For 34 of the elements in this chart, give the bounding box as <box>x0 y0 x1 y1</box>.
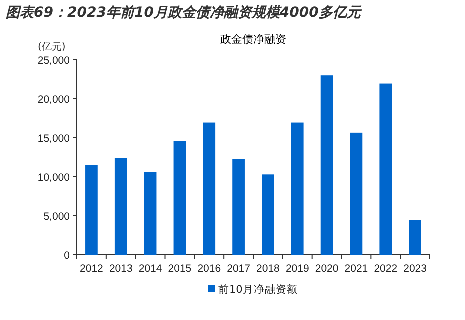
legend-label: 前10月净融资额 <box>218 283 298 296</box>
x-tick-label: 2021 <box>344 263 368 275</box>
x-tick-label: 2022 <box>374 263 398 275</box>
bar <box>350 132 363 255</box>
y-tick-label: 10,000 <box>38 172 70 184</box>
bar <box>320 76 334 255</box>
x-tick-label: 2018 <box>256 263 280 275</box>
y-tick-label: 15,000 <box>38 133 70 145</box>
bar <box>86 165 98 255</box>
x-tick-label: 2020 <box>315 263 339 275</box>
chart-subtitle: 政金债净融资 <box>220 33 286 46</box>
bar <box>144 172 157 255</box>
x-tick-label: 2012 <box>80 263 104 275</box>
y-tick-label: 0 <box>64 250 70 262</box>
bar <box>174 141 186 255</box>
x-tick-label: 2014 <box>138 263 162 275</box>
bar <box>409 220 422 255</box>
bar <box>291 122 304 255</box>
y-tick-label: 20,000 <box>38 94 70 106</box>
x-tick-label: 2023 <box>404 263 428 275</box>
y-axis-title: (亿元) <box>38 42 66 53</box>
x-tick-label: 2019 <box>286 263 310 275</box>
x-tick-label: 2013 <box>109 263 133 275</box>
bar <box>262 174 274 255</box>
x-tick-label: 2016 <box>198 263 222 275</box>
bar <box>203 122 216 255</box>
bar <box>380 84 392 255</box>
chart-title: 图表69：2023年前10月政金债净融资规模4000多亿元 <box>6 5 363 21</box>
y-tick-label: 25,000 <box>38 55 70 67</box>
bar <box>114 158 128 255</box>
y-tick-label: 5,000 <box>44 211 70 223</box>
x-tick-label: 2017 <box>227 263 251 275</box>
bar <box>232 159 245 255</box>
x-tick-label: 2015 <box>168 263 192 275</box>
